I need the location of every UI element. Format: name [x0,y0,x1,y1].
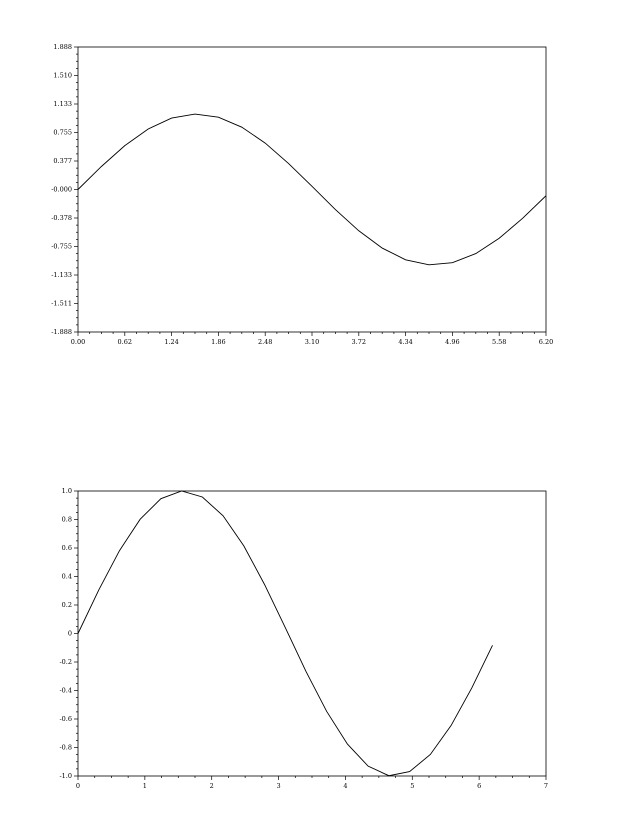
x-tick-label: 0 [76,782,80,790]
y-tick-label: -0.4 [59,687,72,695]
series-line [77,113,547,266]
y-tick-label: 0.8 [62,516,72,524]
y-tick-label: 1.888 [53,43,72,51]
y-tick-label: 0.755 [53,129,72,137]
y-tick-label: -1.511 [51,300,72,308]
y-tick-label: 1.133 [53,100,72,108]
chart-top: 0.00 0.62 1.24 1.86 2.48 3.10 3.72 4.34 4.96 5.58… [51,43,553,346]
y-tick-label: -0.378 [51,214,72,222]
x-tick-label: 0.00 [71,338,85,346]
x-tick-label: 3.72 [352,338,366,346]
y-tick-label: 0.2 [62,601,72,609]
y-tick-label: 0.4 [62,573,72,581]
plot-frame [77,490,547,777]
x-tick-label: 5.58 [492,338,506,346]
y-tick-label: -0.2 [59,658,72,666]
x-tick-label: 1.86 [211,338,225,346]
x-tick-label: 7 [544,782,548,790]
series-line [77,490,493,777]
y-tick-label: -1.888 [51,328,72,336]
y-tick-label: 0 [68,630,72,638]
x-tick-label: 4.34 [398,338,412,346]
y-tick-label: 0.377 [53,157,72,165]
chart-bottom: 0 1 2 3 4 5 6 7 1.0 0.8 0.6 0.4 0.2 0 -0.2 -0.4 -0.6 -0.8… [59,487,548,790]
y-tick-label: -1.0 [59,772,72,780]
y-tick-label: -0.6 [59,715,72,723]
x-tick-label: 1 [143,782,147,790]
y-tick-label: 1.0 [62,487,72,495]
x-tick-label: 6 [477,782,481,790]
x-tick-label: 6.20 [539,338,553,346]
x-tick-label: 1.24 [164,338,178,346]
x-tick-label: 2.48 [258,338,272,346]
plot-frame [77,46,547,333]
x-tick-label: 4.96 [445,338,459,346]
x-tick-label: 3.10 [305,338,319,346]
y-tick-label: -0.8 [59,744,72,752]
y-tick-label: -0.755 [51,243,72,251]
y-tick-label: 0.6 [62,544,72,552]
x-tick-label: 4 [343,782,347,790]
y-tick-label: -1.133 [51,271,72,279]
x-tick-label: 2 [210,782,214,790]
y-tick-label: -0.000 [51,186,72,194]
x-tick-label: 0.62 [118,338,132,346]
x-tick-label: 5 [410,782,414,790]
y-tick-label: 1.510 [53,72,72,80]
x-tick-label: 3 [277,782,281,790]
